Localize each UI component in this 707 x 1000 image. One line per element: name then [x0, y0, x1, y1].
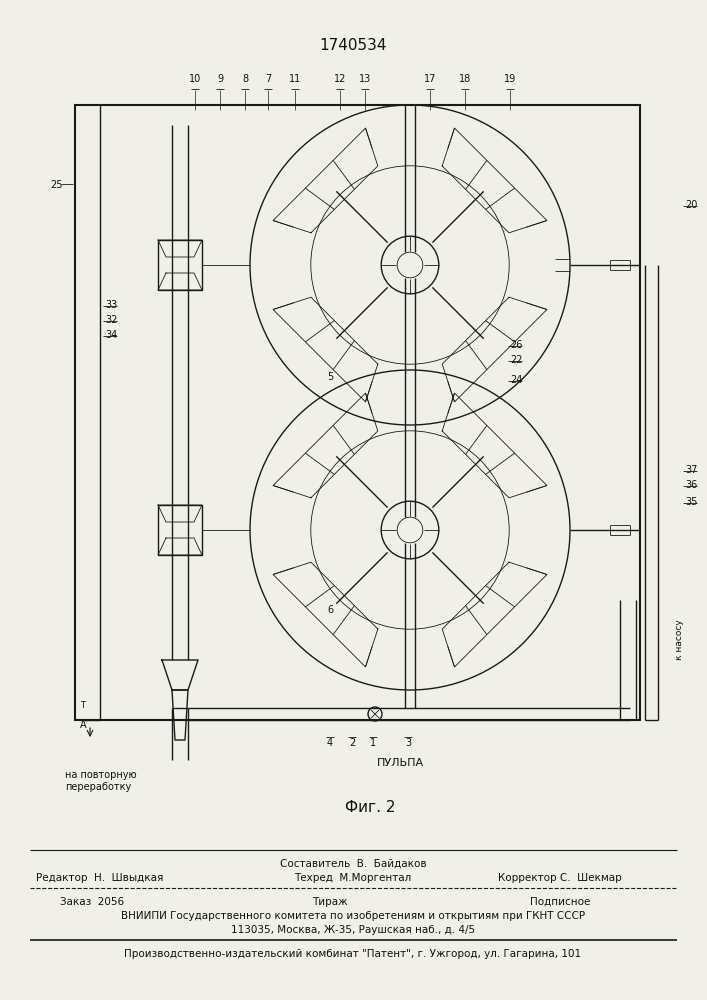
Text: 9: 9 — [217, 74, 223, 84]
Text: к насосу: к насосу — [675, 620, 684, 660]
Text: 19: 19 — [504, 74, 516, 84]
Text: 24: 24 — [510, 375, 522, 385]
Text: 22: 22 — [510, 355, 522, 365]
Text: 1: 1 — [370, 738, 376, 748]
Text: 35: 35 — [685, 497, 697, 507]
Text: 4: 4 — [327, 738, 333, 748]
Text: 113035, Москва, Ж-35, Раушская наб., д. 4/5: 113035, Москва, Ж-35, Раушская наб., д. … — [231, 925, 475, 935]
Text: Т: Т — [81, 700, 86, 710]
Text: ВНИИПИ Государственного комитета по изобретениям и открытиям при ГКНТ СССР: ВНИИПИ Государственного комитета по изоб… — [121, 911, 585, 921]
Text: 36: 36 — [685, 480, 697, 490]
Text: 25: 25 — [50, 180, 63, 190]
Text: 2: 2 — [349, 738, 355, 748]
Text: 11: 11 — [289, 74, 301, 84]
Text: на повторную
переработку: на повторную переработку — [65, 770, 136, 792]
Text: Составитель  В.  Байдаков: Составитель В. Байдаков — [280, 859, 426, 869]
Bar — [158, 240, 202, 290]
Text: 32: 32 — [105, 315, 117, 325]
Text: 37: 37 — [685, 465, 697, 475]
Text: 10: 10 — [189, 74, 201, 84]
Text: Редактор  Н.  Швыдкая: Редактор Н. Швыдкая — [36, 873, 164, 883]
Text: Производственно-издательский комбинат "Патент", г. Ужгород, ул. Гагарина, 101: Производственно-издательский комбинат "П… — [124, 949, 582, 959]
Text: 1740534: 1740534 — [320, 37, 387, 52]
Text: 6: 6 — [327, 605, 333, 615]
Text: 17: 17 — [423, 74, 436, 84]
Text: 3: 3 — [405, 738, 411, 748]
Text: А: А — [80, 720, 86, 730]
Text: 20: 20 — [685, 200, 697, 210]
Text: Корректор С.  Шекмар: Корректор С. Шекмар — [498, 873, 622, 883]
Text: Подписное: Подписное — [530, 897, 590, 907]
Text: Техред  М.Моргентал: Техред М.Моргентал — [294, 873, 411, 883]
Text: 8: 8 — [242, 74, 248, 84]
Text: 33: 33 — [105, 300, 117, 310]
Text: 26: 26 — [510, 340, 522, 350]
Text: 18: 18 — [459, 74, 471, 84]
Text: 34: 34 — [105, 330, 117, 340]
Text: ПУЛЬПА: ПУЛЬПА — [376, 758, 423, 768]
Bar — [158, 505, 202, 555]
Text: 12: 12 — [334, 74, 346, 84]
Bar — [75, 105, 640, 720]
Text: Тираж: Тираж — [312, 897, 348, 907]
Text: 7: 7 — [265, 74, 271, 84]
Text: Фиг. 2: Фиг. 2 — [345, 800, 395, 815]
Text: 13: 13 — [359, 74, 371, 84]
Text: Заказ  2056: Заказ 2056 — [60, 897, 124, 907]
Text: 5: 5 — [327, 372, 333, 382]
